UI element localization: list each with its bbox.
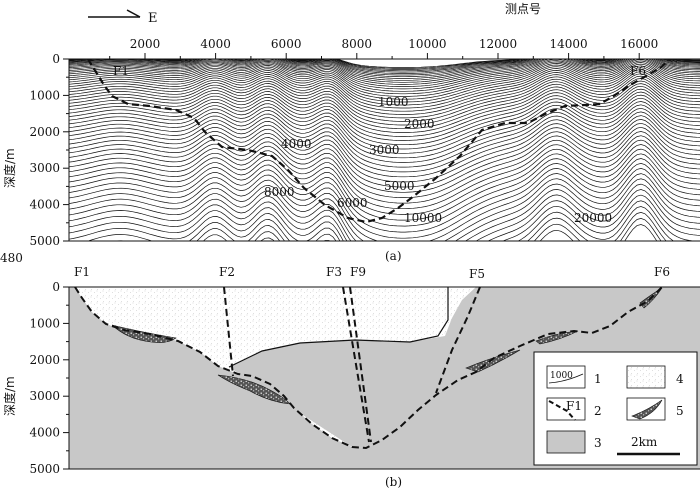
panel-a-label: (a) <box>385 249 402 263</box>
y-tick-label: 0 <box>52 52 60 66</box>
y-tick-label: 0 <box>52 280 60 294</box>
fault-f3 <box>342 286 370 443</box>
fault-label-f3: F3 <box>326 265 342 279</box>
legend-swatch-3 <box>546 430 586 454</box>
panel-b-y-ticks: 0 1000 2000 3000 4000 5000 <box>29 280 69 476</box>
y-tick-label: 5000 <box>29 234 60 248</box>
panel-b-yaxis-label: 深度/m <box>2 376 17 416</box>
panel-a-x-tick-label: 12000 <box>479 37 517 51</box>
legend-number-1: 1 <box>594 372 602 386</box>
legend: 1000 1 4 F1 2 5 3 2km <box>533 351 698 466</box>
interface-line <box>228 287 449 368</box>
contour-label-2000: 2000 <box>404 117 435 131</box>
fault-label-f6-a: F6 <box>630 64 646 78</box>
legend-item1-value: 1000 <box>550 371 573 381</box>
contour-lines <box>69 59 700 241</box>
panel-a-x-tick-label: 14000 <box>550 37 588 51</box>
fault-label-f1-a: F1 <box>113 64 129 78</box>
contour-label-5000: 5000 <box>384 179 415 193</box>
panel-a: 2000 4000 6000 8000 10000 12000 14000 16000 0 10… <box>29 37 700 248</box>
y-tick-label: 2000 <box>29 125 60 139</box>
y-tick-label: 2000 <box>29 353 60 367</box>
xaxis-label: 测点号 <box>505 2 541 16</box>
upper-sediment <box>75 287 448 367</box>
y-tick-label: 3000 <box>29 389 60 403</box>
basement-wedge <box>229 287 662 448</box>
scale-label: 2km <box>631 435 658 449</box>
panel-a-x-tick-label: 2000 <box>130 37 161 51</box>
y-tick-label: 1000 <box>29 88 60 102</box>
panel-b-label: (b) <box>385 475 402 489</box>
panel-b-frame <box>68 286 700 470</box>
legend-swatch-4 <box>626 365 666 389</box>
legend-number-5: 5 <box>676 404 684 418</box>
contour-label-8000: 8000 <box>264 185 295 199</box>
y-tick-label: 1000 <box>29 316 60 330</box>
fault-label-f6-b: F6 <box>654 265 670 279</box>
panel-a-frame <box>68 58 700 242</box>
y-tick-label: 4000 <box>29 426 60 440</box>
y-tick-label: 5000 <box>29 462 60 476</box>
legend-number-4: 4 <box>676 372 684 386</box>
direction-label: E <box>148 11 158 26</box>
basin-boundary <box>74 286 663 450</box>
panel-a-yaxis-label: 深度/m <box>2 148 17 188</box>
y-tick-label: 4000 <box>29 198 60 212</box>
panel-a-x-ticks: 2000 4000 6000 8000 10000 12000 14000 16000 <box>109 37 658 59</box>
panel-a-y-ticks: 0 1000 2000 3000 4000 5000 <box>29 52 69 248</box>
contour-label-10000: 10000 <box>404 211 442 225</box>
panel-a-x-tick-label: 8000 <box>342 37 373 51</box>
legend-item2-text: F1 <box>566 399 582 413</box>
contour-label-20000: 20000 <box>574 211 612 225</box>
fault-label-f5: F5 <box>469 267 485 281</box>
contour-label-3000: 3000 <box>369 143 400 157</box>
legend-swatch-5 <box>626 397 666 421</box>
legend-swatch-2 <box>546 397 586 421</box>
direction-indicator: E <box>88 9 158 26</box>
contour-label-6000: 6000 <box>337 196 368 210</box>
contour-label-1000: 1000 <box>378 95 409 109</box>
y-tick-label: 3000 <box>29 161 60 175</box>
panel-a-x-tick-label: 4000 <box>200 37 231 51</box>
contour-label-4000: 4000 <box>281 137 312 151</box>
fault-label-f1-b: F1 <box>74 265 90 279</box>
panel-b-corner-label: 480 <box>0 251 23 265</box>
panel-a-fault-trace <box>87 59 673 224</box>
panel-a-x-tick-label: 16000 <box>620 37 658 51</box>
fault-f2 <box>223 286 234 377</box>
legend-number-3: 3 <box>594 436 602 450</box>
fault-f9 <box>349 286 372 443</box>
panel-a-x-tick-label: 10000 <box>408 37 446 51</box>
fault-label-f2: F2 <box>219 265 235 279</box>
legend-number-2: 2 <box>594 404 602 418</box>
fault-label-f9: F9 <box>350 265 366 279</box>
panel-a-x-tick-label: 6000 <box>271 37 302 51</box>
fault-f5 <box>435 286 481 394</box>
